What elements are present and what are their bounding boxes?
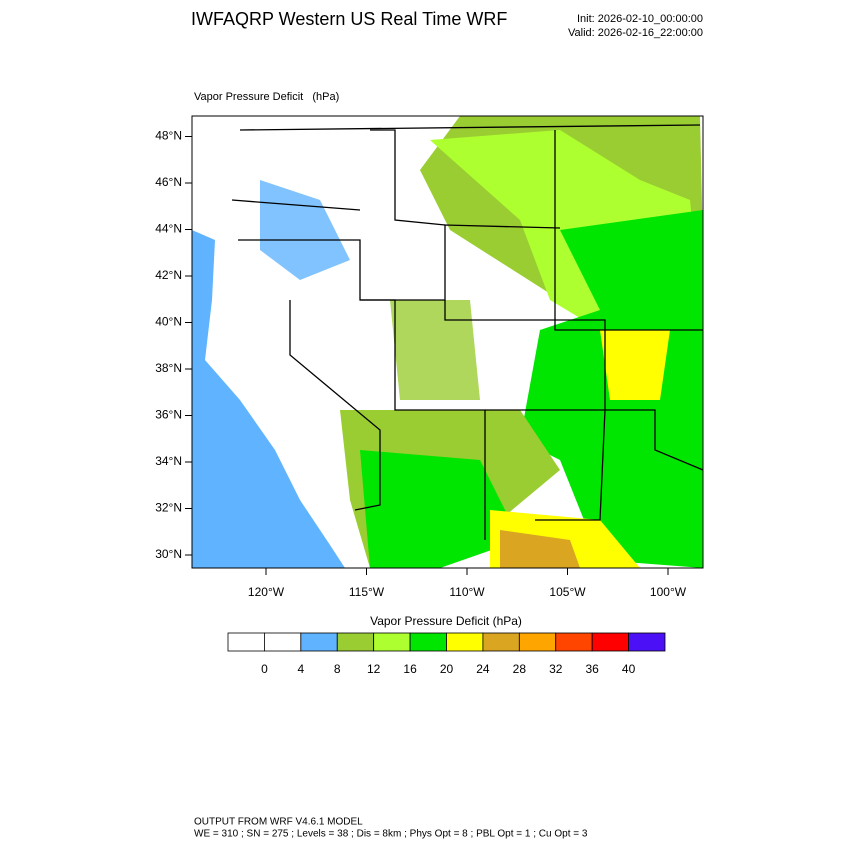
colorbar-label: 4 [297,662,304,676]
lat-label: 32°N [155,501,182,515]
colorbar-label: 0 [261,662,268,676]
colorbar-label: 12 [367,662,381,676]
lat-label: 30°N [155,547,182,561]
color-box [518,632,557,652]
colorbar-label: 16 [403,662,417,676]
colorbar-label: 24 [476,662,490,676]
lat-label: 38°N [155,361,182,375]
color-box [591,632,629,652]
colorbar-label: 36 [585,662,599,676]
colorbar-label: 20 [440,662,454,676]
lon-label: 110°W [449,585,485,599]
lat-label: 36°N [155,408,182,422]
map [191,115,704,569]
color-box [446,632,484,652]
lat-label: 46°N [155,175,182,189]
color-box [555,632,593,652]
color-box [482,632,520,652]
lat-label: 34°N [155,454,182,468]
lat-label: 42°N [155,268,182,282]
colorbar-label: 8 [334,662,341,676]
color-box [336,632,375,652]
lon-label: 105°W [549,585,586,599]
colorbar-title: Vapor Pressure Deficit (hPa) [370,614,522,628]
footer-line: OUTPUT FROM WRF V4.6.1 MODEL [194,817,363,828]
colorbar-label: 28 [513,662,527,676]
colorbar-label: 40 [622,662,636,676]
valid-time: Valid: 2026-02-16_22:00:00 [568,27,703,39]
colorbar-label: 32 [549,662,563,676]
lon-label: 120°W [248,585,285,599]
init-time: Init: 2026-02-10_00:00:00 [577,13,703,25]
footer-line: WE = 310 ; SN = 275 ; Levels = 38 ; Dis … [194,829,588,840]
lat-label: 44°N [155,222,182,236]
color-box [300,632,338,652]
color-box [628,632,666,652]
color-box [227,632,265,652]
color-box [409,632,447,652]
lat-label: 40°N [155,315,182,329]
lat-label: 48°N [155,129,182,143]
lon-label: 100°W [650,585,687,599]
color-box [373,632,411,652]
lon-label: 115°W [349,585,385,599]
title: IWFAQRP Western US Real Time WRF [191,9,507,29]
colorbar: 0 4 8 12 16 20 24 28 32 36 40 [227,632,666,676]
map-title: Vapor Pressure Deficit (hPa) [194,91,339,103]
color-box [264,632,302,652]
